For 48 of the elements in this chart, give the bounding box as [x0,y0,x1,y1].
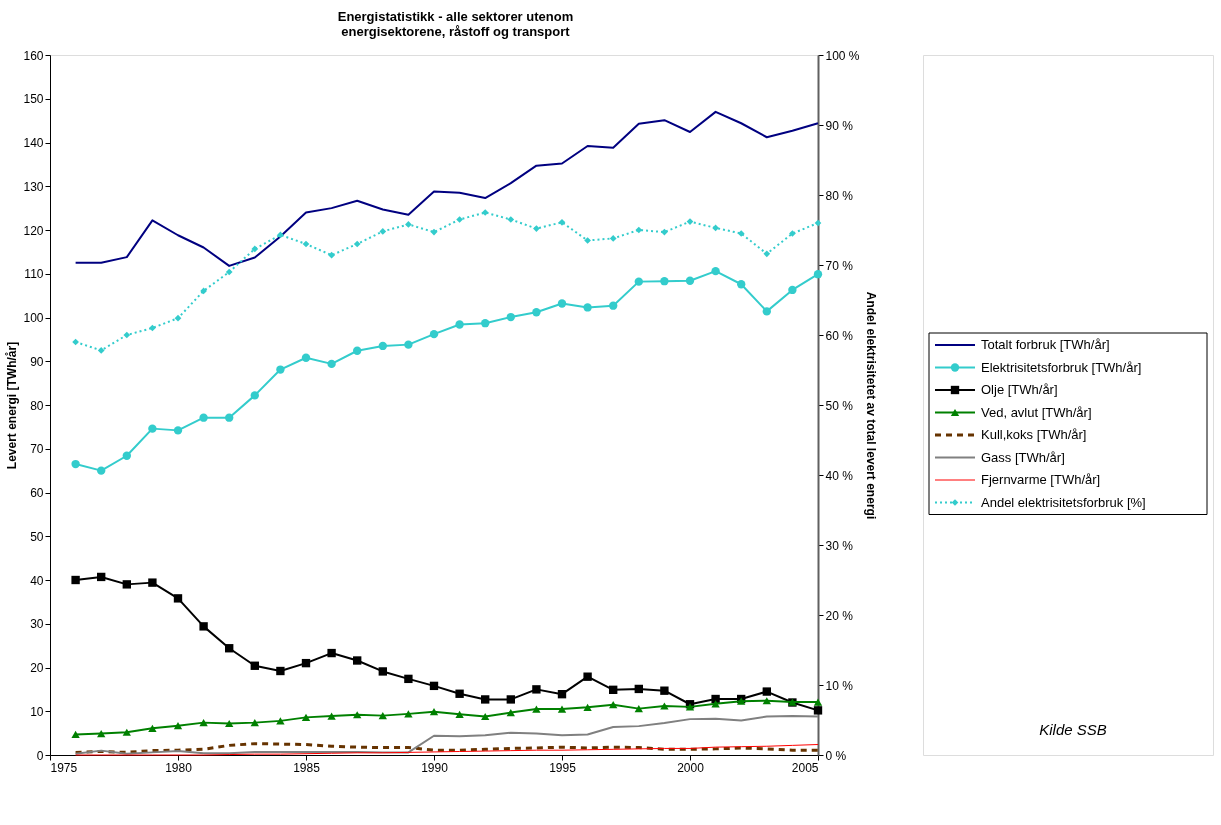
y-tick-label: 10 [30,704,44,719]
legend-label: Olje [TWh/år] [981,382,1058,397]
y-tick-label: 40 [30,573,44,588]
y2-tick-label: 60 % [825,328,854,343]
legend-label: Ved, avlut [TWh/år] [981,404,1092,420]
y-tick-label: 90 [30,354,44,369]
y-tick-label: 30 [30,617,44,632]
x-tick-label: 1975 [50,760,78,775]
legend-label: Gass [TWh/år] [981,449,1065,465]
x-tick-label: 1995 [549,760,577,775]
y-axis-title: Levert energi [TWh/år] [5,341,20,470]
y-tick-label: 150 [23,92,44,107]
y-tick-label: 110 [24,267,44,282]
y-tick-label: 20 [30,661,44,675]
legend-label: Kull,koks [TWh/år] [981,427,1087,442]
legend-label: Fjernvarme [TWh/år] [981,472,1101,487]
x-tick-label: 2000 [677,760,705,775]
y2-tick-label: 70 % [825,258,854,273]
y-tick-label: 130 [23,179,44,194]
x-tick-label: 1990 [421,760,449,775]
line-series [74,110,819,267]
y-tick-label: 70 [30,442,44,457]
y2-tick-label: 30 % [825,538,854,553]
y-tick-label: 0 [36,748,44,763]
y-tick-label: 50 [30,529,44,544]
text: Kilde SSB [1039,721,1107,738]
y2-tick-label: 40 % [825,468,854,483]
y2-tick-label: 100 % [825,48,860,63]
y-tick-label: 120 [23,223,44,238]
y2-tick-label: 20 % [825,608,854,623]
y2-tick-label: 50 % [825,398,854,413]
y2-tick-label: 90 % [825,118,854,133]
legend-label: Totalt forbruk [TWh/år] [981,337,1110,352]
legend-label: Andel elektrisitetsforbruk [%] [981,494,1146,510]
y2-tick-label: 10 % [825,678,854,693]
chart-title: Energistatistikk - alle sektorer utenom energisektorene, råstoff og transport [337,8,574,39]
y2-tick-label: 0 % [825,748,847,763]
y-tick-label: 80 [30,398,44,413]
y-tick-label: 160 [23,48,44,63]
y-tick-label: 60 [30,486,44,500]
y-tick-label: 100 [23,311,44,325]
x-tick-label: 2005 [791,760,819,775]
y2-axis-title: Andel elektrisitetet av total levert energi [863,291,878,520]
y2-tick-label: 80 % [825,188,854,203]
x-tick-label: 1980 [165,760,193,775]
legend-label: Elektrisitetsforbruk [TWh/år] [981,359,1142,375]
y-tick-label: 140 [23,136,44,150]
x-tick-label: 1985 [293,760,321,775]
